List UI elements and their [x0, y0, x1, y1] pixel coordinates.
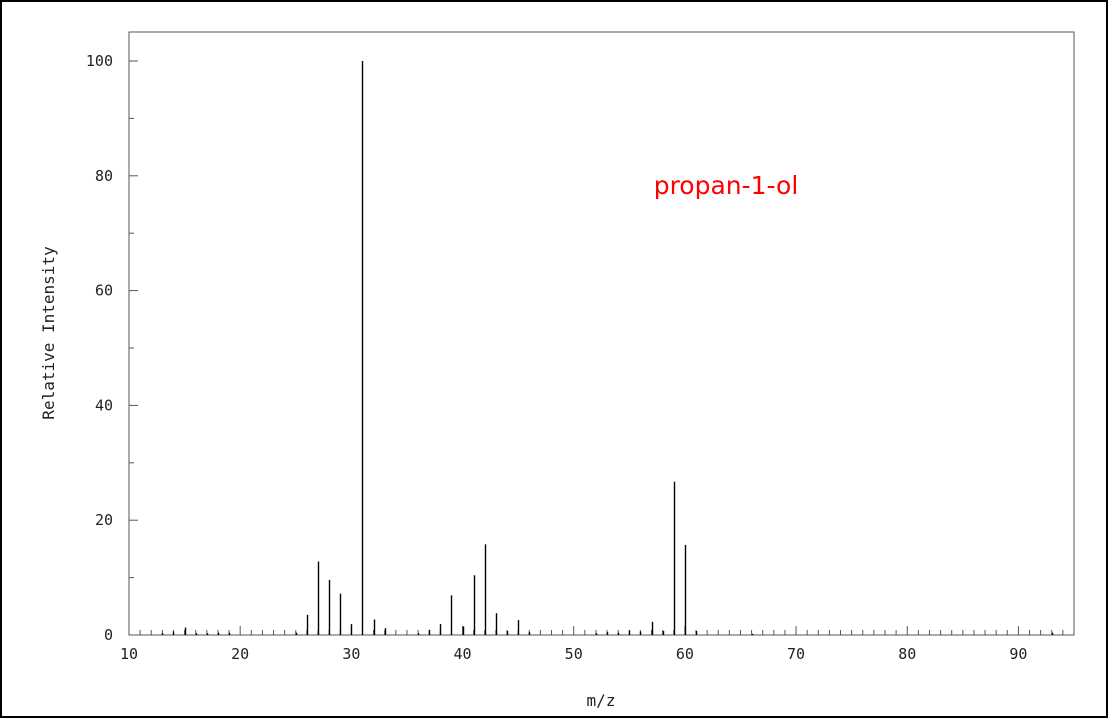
plot-area-border — [128, 31, 1075, 636]
x-tick-label: 90 — [1009, 645, 1027, 663]
x-tick-label: 20 — [231, 645, 249, 663]
y-tick-label: 100 — [86, 52, 113, 70]
peak-series — [161, 61, 1054, 635]
compound-annotation: propan-1-ol — [654, 171, 799, 200]
y-axis-title: Relative Intensity — [39, 246, 58, 420]
x-tick-label: 80 — [898, 645, 916, 663]
x-tick-label: 60 — [676, 645, 694, 663]
x-tick-label: 30 — [342, 645, 360, 663]
x-tick-label: 10 — [120, 645, 138, 663]
y-tick-label: 20 — [95, 511, 113, 529]
x-tick-label: 40 — [453, 645, 471, 663]
x-axis: 10 20 30 40 50 60 70 80 90 — [120, 626, 1075, 663]
y-axis: 0 20 40 60 80 100 — [86, 52, 138, 644]
y-tick-label: 60 — [95, 282, 113, 300]
y-tick-label: 0 — [104, 626, 113, 644]
x-tick-label: 50 — [565, 645, 583, 663]
y-tick-label: 80 — [95, 167, 113, 185]
x-tick-label: 70 — [787, 645, 805, 663]
y-tick-label: 40 — [95, 396, 113, 414]
x-axis-title: m/z — [587, 691, 616, 710]
